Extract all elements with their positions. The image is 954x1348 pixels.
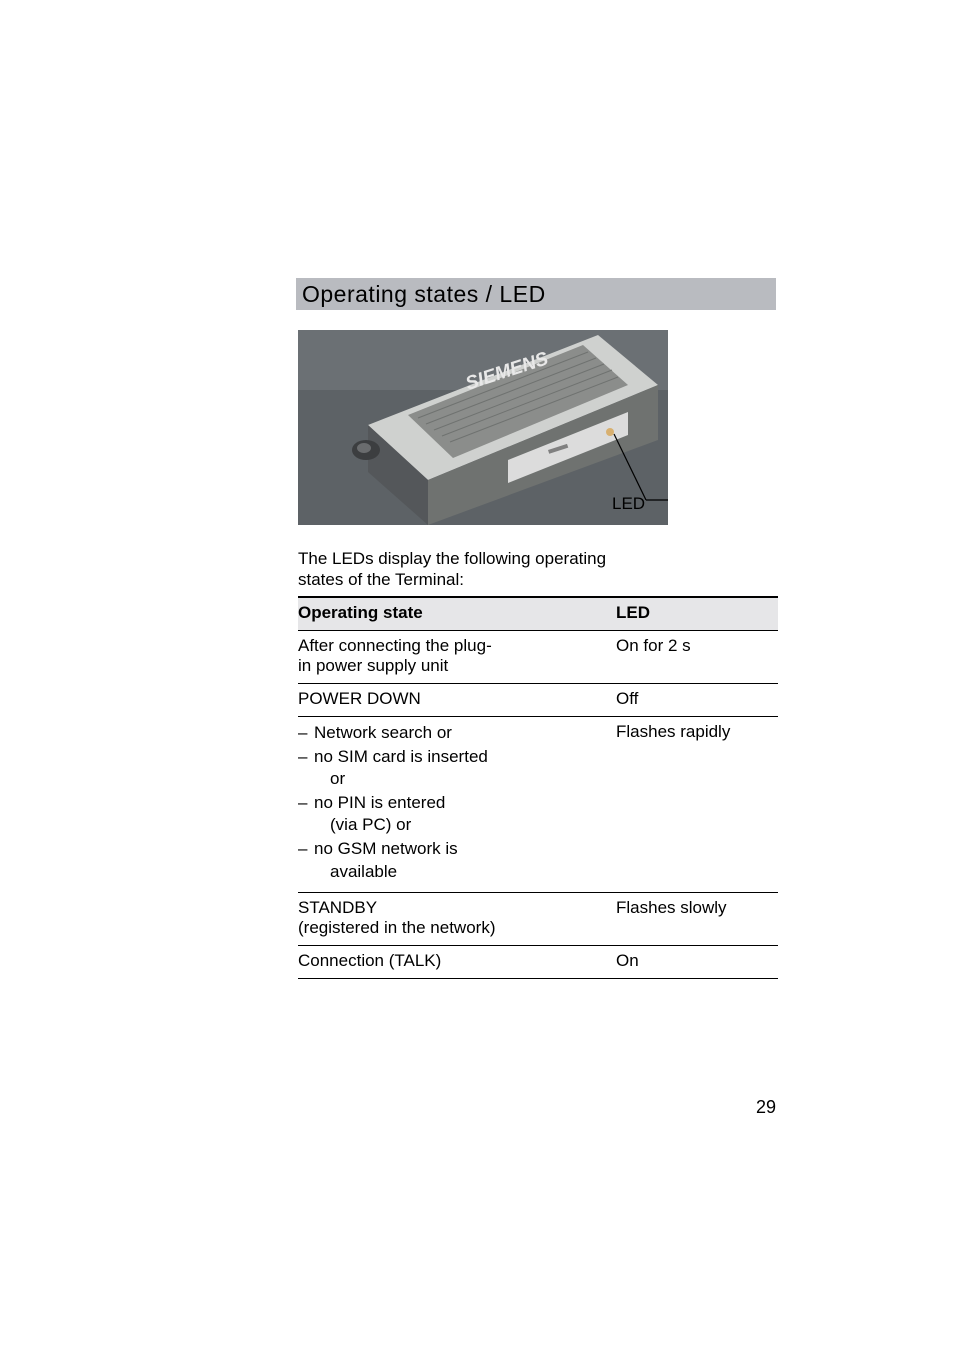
bullet-item: no PIN is entered (via PC) or (298, 792, 610, 836)
table-cell: Off (616, 689, 778, 709)
table-cell: On for 2 s (616, 636, 778, 656)
cell-line: After connecting the plug- (298, 636, 492, 655)
cell-line: (registered in the network) (298, 918, 495, 937)
bullet-text: no GSM network is (314, 839, 458, 858)
table-row: STANDBY (registered in the network) Flas… (298, 892, 778, 945)
led-callout-label: LED (612, 494, 645, 514)
section-header-bar: Operating states / LED (296, 278, 776, 310)
table-row: POWER DOWN Off (298, 683, 778, 716)
table-header-col1: Operating state (298, 603, 616, 623)
caption-line2: states of the Terminal: (298, 570, 464, 589)
cell-line: STANDBY (298, 898, 377, 917)
table-row: After connecting the plug- in power supp… (298, 630, 778, 683)
states-table: Operating state LED After connecting the… (298, 596, 778, 979)
cell-line: in power supply unit (298, 656, 448, 675)
section-title: Operating states / LED (296, 281, 546, 308)
bullet-item: Network search or (298, 722, 610, 744)
table-cell: Flashes rapidly (616, 722, 778, 742)
bullet-list: Network search or no SIM card is inserte… (298, 722, 610, 883)
table-header-row: Operating state LED (298, 596, 778, 630)
bullet-text: no PIN is entered (314, 793, 445, 812)
bullet-item: no SIM card is inserted or (298, 746, 610, 790)
bullet-item: no GSM network is available (298, 838, 610, 882)
table-cell: On (616, 951, 778, 971)
table-row: Network search or no SIM card is inserte… (298, 716, 778, 892)
bullet-sub: available (314, 861, 610, 883)
table-cell: Flashes slowly (616, 898, 778, 918)
table-cell: STANDBY (registered in the network) (298, 898, 616, 938)
bullet-text: no SIM card is inserted (314, 747, 488, 766)
bullet-sub: (via PC) or (314, 814, 610, 836)
bullet-text: Network search or (314, 723, 452, 742)
table-cell: Network search or no SIM card is inserte… (298, 722, 616, 885)
bullet-sub: or (314, 768, 610, 790)
table-cell: Connection (TALK) (298, 951, 616, 971)
page-number: 29 (756, 1097, 776, 1118)
page: Operating states / LED (0, 0, 954, 1348)
table-cell: After connecting the plug- in power supp… (298, 636, 616, 676)
table-row: Connection (TALK) On (298, 945, 778, 979)
table-cell: POWER DOWN (298, 689, 616, 709)
caption-line1: The LEDs display the following operating (298, 549, 606, 568)
table-header-col2: LED (616, 603, 778, 623)
caption-text: The LEDs display the following operating… (298, 548, 778, 591)
